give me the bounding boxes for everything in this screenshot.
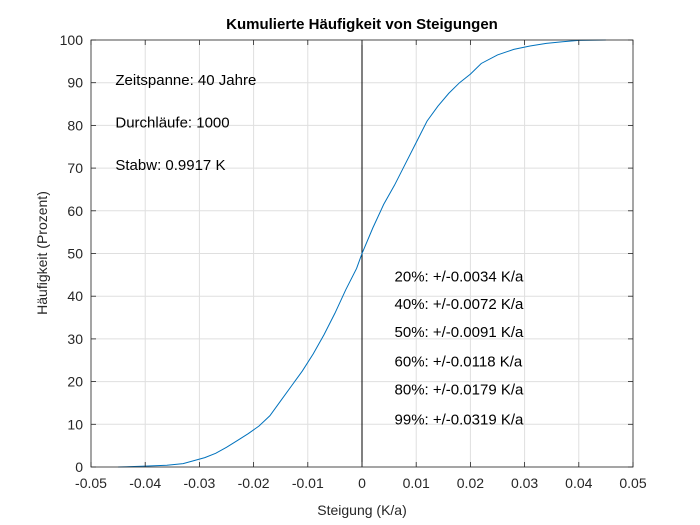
y-tick-label: 40: [67, 288, 83, 304]
annotation-text: Zeitspanne: 40 Jahre: [115, 72, 256, 89]
annotation-text: 60%: +/-0.0118 K/a: [395, 354, 523, 371]
y-tick-label: 50: [67, 246, 83, 262]
x-axis-label: Steigung (K/a): [317, 502, 407, 518]
annotation-text: Durchläufe: 1000: [115, 115, 229, 132]
annotations: Zeitspanne: 40 Jahre Durchläufe: 1000 Stab…: [115, 72, 524, 428]
x-tick-label: 0.03: [511, 475, 538, 491]
axes-ticks: -0.05 -0.04 -0.03 -0.02 -0.01 0 0.01 0.02 0.03 0.…: [60, 32, 647, 491]
y-tick-label: 0: [75, 459, 83, 475]
x-tick-label: 0.05: [619, 475, 646, 491]
cdf-series-line: [118, 39, 606, 468]
x-tick-label: -0.05: [75, 475, 107, 491]
annotation-text: 99%: +/-0.0319 K/a: [395, 411, 524, 428]
x-tick-label: -0.02: [238, 475, 270, 491]
y-axis-label: Häufigkeit (Prozent): [34, 191, 50, 315]
y-tick-label: 90: [67, 75, 83, 91]
annotation-text: 20%: +/-0.0034 K/a: [395, 268, 524, 285]
x-tick-label: -0.03: [183, 475, 215, 491]
y-tick-label: 10: [67, 416, 83, 432]
x-tick-label: 0.02: [457, 475, 484, 491]
x-tick-label: -0.01: [292, 475, 324, 491]
x-tick-label: 0.01: [403, 475, 430, 491]
y-tick-label: 60: [67, 203, 83, 219]
y-tick-label: 80: [67, 117, 83, 133]
y-tick-label: 20: [67, 374, 83, 390]
y-tick-label: 100: [60, 32, 84, 48]
annotation-text: 80%: +/-0.0179 K/a: [395, 381, 524, 398]
chart-title: Kumulierte Häufigkeit von Steigungen: [226, 16, 498, 33]
x-tick-label: 0.04: [565, 475, 592, 491]
annotation-text: 40%: +/-0.0072 K/a: [395, 296, 524, 313]
y-tick-label: 70: [67, 160, 83, 176]
annotation-text: Stabw: 0.9917 K: [115, 157, 225, 174]
annotation-text: 50%: +/-0.0091 K/a: [395, 324, 524, 341]
y-tick-label: 30: [67, 331, 83, 347]
x-tick-label: -0.04: [129, 475, 161, 491]
x-tick-label: 0: [358, 475, 366, 491]
